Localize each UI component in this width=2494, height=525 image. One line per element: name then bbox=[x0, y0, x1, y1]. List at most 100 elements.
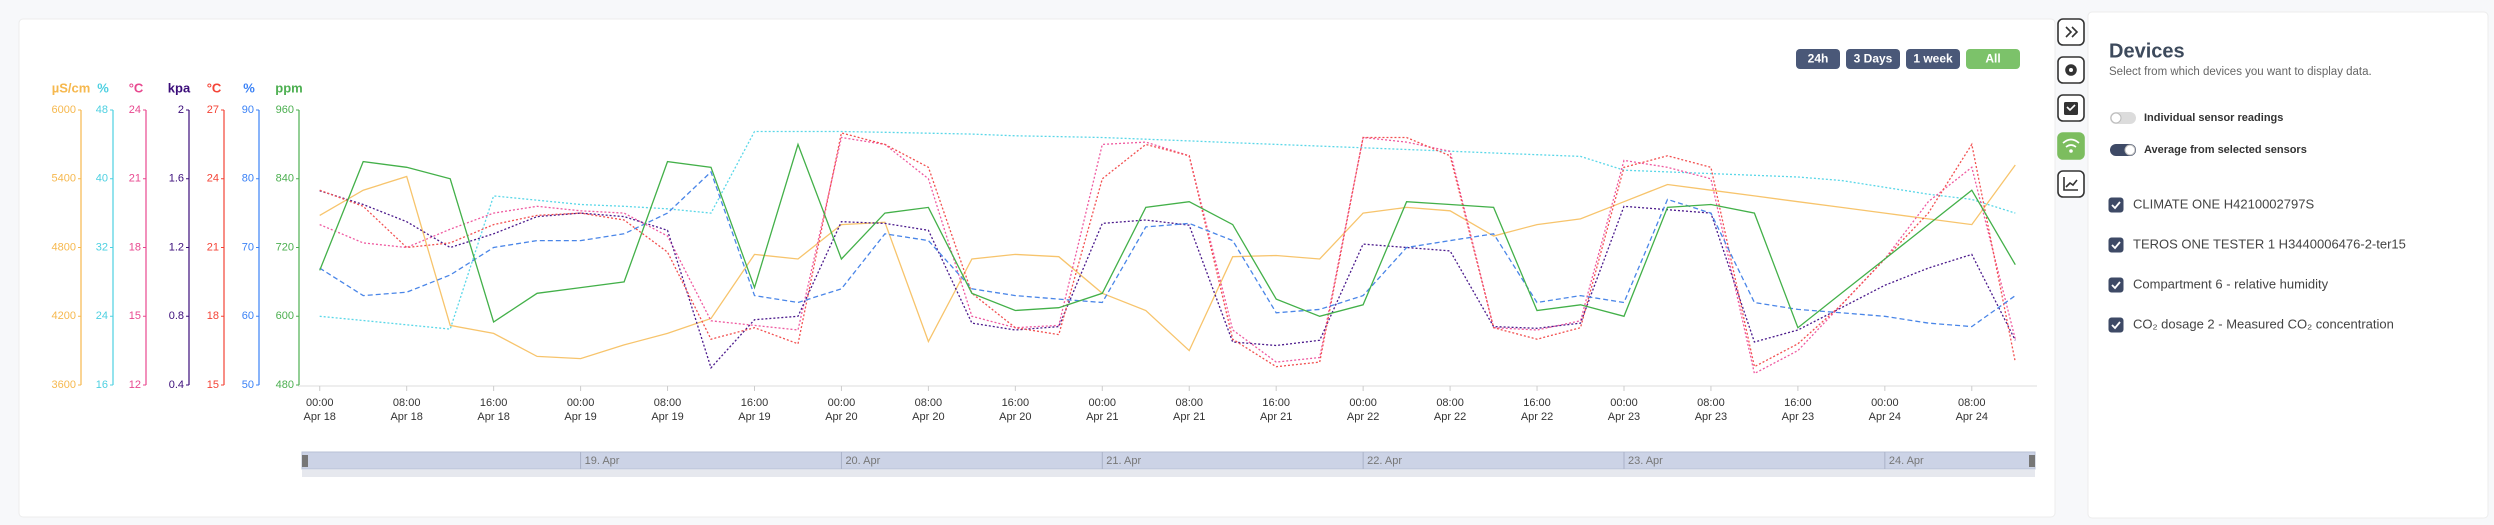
x-tick-time: 00:00 bbox=[1349, 397, 1377, 409]
y-tick-label: 40 bbox=[96, 173, 108, 185]
x-tick-time: 08:00 bbox=[1436, 397, 1464, 409]
navigator-handle-right[interactable] bbox=[2029, 455, 2035, 467]
navigator-handle-left[interactable] bbox=[302, 455, 308, 467]
x-tick-time: 08:00 bbox=[654, 397, 682, 409]
range-button-label[interactable]: 1 week bbox=[1913, 52, 1953, 66]
y-tick-label: 48 bbox=[96, 104, 108, 116]
toggle-knob[interactable] bbox=[2124, 144, 2136, 156]
x-tick-time: 16:00 bbox=[1523, 397, 1551, 409]
range-button-bg[interactable] bbox=[1846, 49, 1900, 69]
x-tick-date: Apr 20 bbox=[999, 411, 1031, 423]
y-tick-label: 3600 bbox=[52, 379, 76, 391]
y-tick-label: 21 bbox=[129, 173, 141, 185]
y-tick-label: 4800 bbox=[52, 241, 76, 253]
x-tick-time: 16:00 bbox=[480, 397, 508, 409]
x-tick-date: Apr 23 bbox=[1782, 411, 1814, 423]
panel-subtitle: Select from which devices you want to di… bbox=[2109, 66, 2372, 78]
collapse-button[interactable] bbox=[2057, 18, 2085, 46]
x-tick-date: Apr 22 bbox=[1434, 411, 1466, 423]
toggle[interactable]: Individual sensor readings bbox=[2110, 112, 2283, 124]
sensors-button[interactable] bbox=[2057, 132, 2085, 160]
series-line bbox=[319, 136, 2016, 375]
x-tick-date: Apr 19 bbox=[564, 411, 596, 423]
checkmark[interactable] bbox=[2111, 201, 2121, 210]
y-tick-label: 720 bbox=[276, 241, 294, 253]
toggle[interactable]: Average from selected sensors bbox=[2110, 144, 2307, 156]
y-tick-label: 12 bbox=[129, 379, 141, 391]
device-label[interactable]: TEROS ONE TESTER 1 H3440006476-2-ter15 bbox=[2133, 236, 2406, 251]
checkbox[interactable] bbox=[2108, 237, 2124, 253]
navigator-label: 24. Apr bbox=[1889, 455, 1924, 467]
axis-unit: °C bbox=[129, 80, 144, 95]
y-tick-label: 2 bbox=[178, 104, 184, 116]
device-checkbox[interactable]: CO₂ dosage 2 - Measured CO₂ concentratio… bbox=[2108, 316, 2394, 333]
axis-unit: ppm bbox=[275, 80, 302, 95]
range-button[interactable]: 1 week bbox=[1906, 49, 1960, 69]
checkmark[interactable] bbox=[2111, 321, 2121, 330]
x-tick-date: Apr 20 bbox=[912, 411, 944, 423]
y-tick-label: 21 bbox=[207, 241, 219, 253]
navigator-label: 19. Apr bbox=[585, 455, 620, 467]
axis-unit: % bbox=[97, 80, 109, 95]
x-tick-date: Apr 23 bbox=[1608, 411, 1640, 423]
range-button[interactable]: All bbox=[1966, 49, 2020, 69]
chart-button[interactable] bbox=[2057, 170, 2085, 198]
toggle-label[interactable]: Average from selected sensors bbox=[2144, 144, 2307, 156]
range-button[interactable]: 3 Days bbox=[1846, 49, 1900, 69]
device-checkbox[interactable]: Compartment 6 - relative humidity bbox=[2108, 276, 2329, 293]
y-tick-label: 24 bbox=[129, 104, 141, 116]
range-button[interactable]: 24h bbox=[1796, 49, 1840, 69]
range-button-bg[interactable] bbox=[1966, 49, 2020, 69]
x-tick-time: 16:00 bbox=[741, 397, 769, 409]
x-tick-time: 08:00 bbox=[915, 397, 943, 409]
device-label[interactable]: Compartment 6 - relative humidity bbox=[2133, 276, 2329, 291]
y-tick-label: 18 bbox=[207, 310, 219, 322]
x-tick-time: 08:00 bbox=[1697, 397, 1725, 409]
x-tick-date: Apr 19 bbox=[738, 411, 770, 423]
y-tick-label: 50 bbox=[242, 379, 254, 391]
axis-unit: µS/cm bbox=[52, 80, 91, 95]
y-tick-label: 840 bbox=[276, 173, 294, 185]
navigator bbox=[301, 451, 2036, 470]
chart-card bbox=[18, 18, 2056, 518]
calendar-button[interactable] bbox=[2057, 94, 2085, 122]
x-tick-time: 00:00 bbox=[306, 397, 334, 409]
checkbox[interactable] bbox=[2108, 197, 2124, 213]
device-label[interactable]: CLIMATE ONE H4210002797S bbox=[2133, 196, 2314, 211]
x-tick-date: Apr 23 bbox=[1695, 411, 1727, 423]
x-tick-time: 00:00 bbox=[1610, 397, 1638, 409]
range-button-label[interactable]: All bbox=[1985, 52, 2000, 66]
x-tick-date: Apr 21 bbox=[1086, 411, 1118, 423]
device-checkbox[interactable]: TEROS ONE TESTER 1 H3440006476-2-ter15 bbox=[2108, 236, 2406, 253]
x-tick-date: Apr 22 bbox=[1521, 411, 1553, 423]
device-checkbox[interactable]: CLIMATE ONE H4210002797S bbox=[2108, 196, 2314, 213]
x-tick-date: Apr 21 bbox=[1173, 411, 1205, 423]
navigator-label: 20. Apr bbox=[845, 455, 880, 467]
checkmark[interactable] bbox=[2111, 241, 2121, 250]
toggle-label[interactable]: Individual sensor readings bbox=[2144, 112, 2283, 124]
y-tick-label: 15 bbox=[207, 379, 219, 391]
device-label[interactable]: CO₂ dosage 2 - Measured CO₂ concentratio… bbox=[2133, 316, 2394, 331]
range-button-label[interactable]: 24h bbox=[1808, 52, 1829, 66]
y-tick-label: 24 bbox=[207, 173, 219, 185]
x-tick-date: Apr 18 bbox=[477, 411, 509, 423]
checkmark[interactable] bbox=[2111, 281, 2121, 290]
y-tick-label: 5400 bbox=[52, 173, 76, 185]
range-button-label[interactable]: 3 Days bbox=[1854, 52, 1893, 66]
y-tick-label: 4200 bbox=[52, 310, 76, 322]
x-tick-date: Apr 24 bbox=[1956, 411, 1988, 423]
range-button-bg[interactable] bbox=[1906, 49, 1960, 69]
x-tick-time: 08:00 bbox=[393, 397, 421, 409]
toolbar bbox=[2057, 18, 2085, 198]
y-tick-label: 0.4 bbox=[169, 379, 184, 391]
range-button-bg[interactable] bbox=[1796, 49, 1840, 69]
toggle-knob[interactable] bbox=[2110, 112, 2122, 124]
checkbox[interactable] bbox=[2108, 277, 2124, 293]
x-tick-date: Apr 18 bbox=[304, 411, 336, 423]
settings-button[interactable] bbox=[2057, 56, 2085, 84]
checkbox[interactable] bbox=[2108, 317, 2124, 333]
y-tick-label: 27 bbox=[207, 104, 219, 116]
x-tick-time: 08:00 bbox=[1175, 397, 1203, 409]
x-tick-date: Apr 22 bbox=[1347, 411, 1379, 423]
